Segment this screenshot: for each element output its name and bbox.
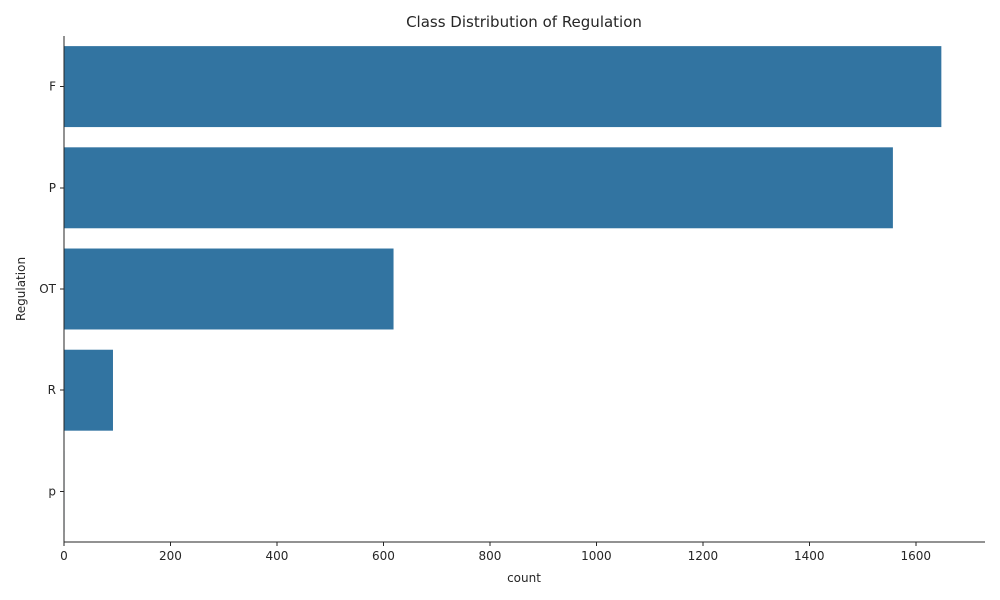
bar-F <box>64 46 942 128</box>
x-tick-label: 200 <box>159 549 182 563</box>
x-tick-label: 600 <box>372 549 395 563</box>
y-tick-label: R <box>48 383 56 397</box>
y-axis-ticks: F P OT Rp <box>39 80 64 498</box>
x-tick-label: 0 <box>60 549 68 563</box>
chart-title: Class Distribution of Regulation <box>406 13 642 31</box>
x-tick-label: 800 <box>478 549 501 563</box>
y-tick-label: OT <box>39 282 56 296</box>
x-tick-label: 1600 <box>901 549 932 563</box>
bars-group <box>64 46 942 532</box>
y-tick-label: F <box>49 80 56 94</box>
x-tick-label: 1200 <box>688 549 719 563</box>
x-tick-label: 1000 <box>581 549 612 563</box>
y-tick-label: p <box>48 484 56 498</box>
bar-OT <box>64 248 394 330</box>
x-tick-label: 1400 <box>794 549 825 563</box>
y-axis-label: Regulation <box>14 257 28 321</box>
x-axis-ticks: 0 200 400 600 800 1000 1200 1400 1600 <box>60 542 931 563</box>
y-tick-label: P <box>49 181 56 195</box>
x-axis-label: count <box>507 571 541 585</box>
bar-R <box>64 349 113 431</box>
bar-P <box>64 147 893 229</box>
x-tick-label: 400 <box>265 549 288 563</box>
